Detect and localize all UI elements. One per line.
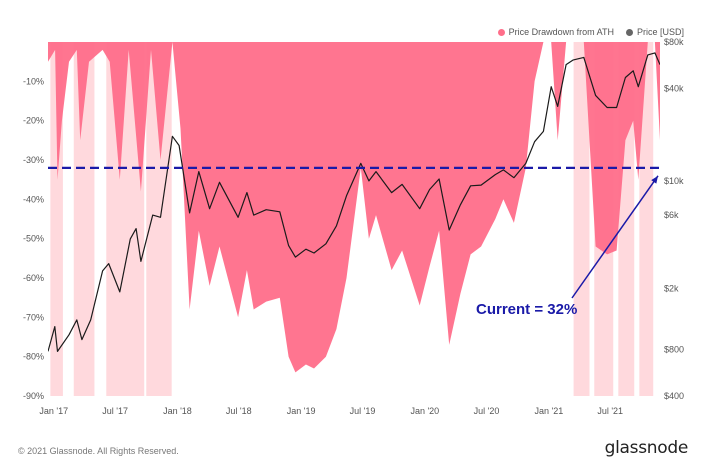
x-tick-label: Jul '20 (474, 406, 500, 416)
annotation: Current = 32% (476, 175, 659, 318)
price-line-path (48, 52, 660, 352)
shaded-period-7 (639, 42, 654, 396)
price-line (48, 52, 660, 352)
shaded-period-4 (573, 42, 590, 396)
annotation-arrow-head (651, 175, 658, 184)
y-left-tick-label: -50% (23, 234, 44, 244)
drawdown-area (48, 42, 660, 373)
y-right-tick-label: $400 (664, 391, 684, 401)
x-tick-label: Jul '21 (597, 406, 623, 416)
drawdown-area-path (48, 42, 660, 373)
legend-item-price[interactable]: Price [USD] (625, 27, 684, 37)
brand-logo: glassnode (604, 438, 689, 458)
x-tick-label: Jan '19 (287, 406, 316, 416)
y-right-tick-label: $2k (664, 283, 679, 293)
legend-item-drawdown[interactable]: Price Drawdown from ATH (497, 27, 614, 37)
y-left-tick-label: -80% (23, 352, 44, 362)
copyright-text: © 2021 Glassnode. All Rights Reserved. (18, 446, 179, 456)
x-tick-label: Jan '20 (410, 406, 439, 416)
x-axis: Jan '17 Jul '17 Jan '18 Jul '18 Jan '19 Jul '… (39, 406, 623, 416)
x-tick-label: Jul '17 (102, 406, 128, 416)
annotation-text: Current = 32% (476, 301, 577, 318)
shaded-period-1 (73, 42, 95, 396)
y-axis-left: -10% -20% -30% -40% -50% -60% -70% -80% -90% (23, 76, 44, 401)
y-right-tick-label: $800 (664, 345, 684, 355)
y-left-tick-label: -20% (23, 116, 44, 126)
x-tick-label: Jan '18 (163, 406, 192, 416)
y-left-tick-label: -40% (23, 194, 44, 204)
y-right-tick-label: $6k (664, 210, 679, 220)
annotation-arrow (571, 175, 659, 299)
y-axis-right: $80k $40k $10k $6k $2k $800 $400 (664, 37, 684, 401)
y-left-tick-label: -10% (23, 76, 44, 86)
x-tick-label: Jul '19 (350, 406, 376, 416)
legend-dot-price (625, 28, 633, 36)
chart-legend: Price Drawdown from ATH Price [USD] (497, 27, 684, 37)
y-left-tick-label: -30% (23, 155, 44, 165)
x-tick-label: Jan '17 (39, 406, 68, 416)
y-left-tick-label: -70% (23, 312, 44, 322)
y-right-tick-label: $80k (664, 37, 684, 47)
x-tick-label: Jan '21 (534, 406, 563, 416)
y-left-tick-label: -90% (23, 391, 44, 401)
legend-dot-drawdown (497, 28, 505, 36)
y-right-tick-label: $10k (664, 176, 684, 186)
y-right-tick-label: $40k (664, 83, 684, 93)
legend-label-price: Price [USD] (636, 27, 684, 37)
legend-label-drawdown: Price Drawdown from ATH (508, 27, 614, 37)
y-left-tick-label: -60% (23, 273, 44, 283)
x-tick-label: Jul '18 (226, 406, 252, 416)
